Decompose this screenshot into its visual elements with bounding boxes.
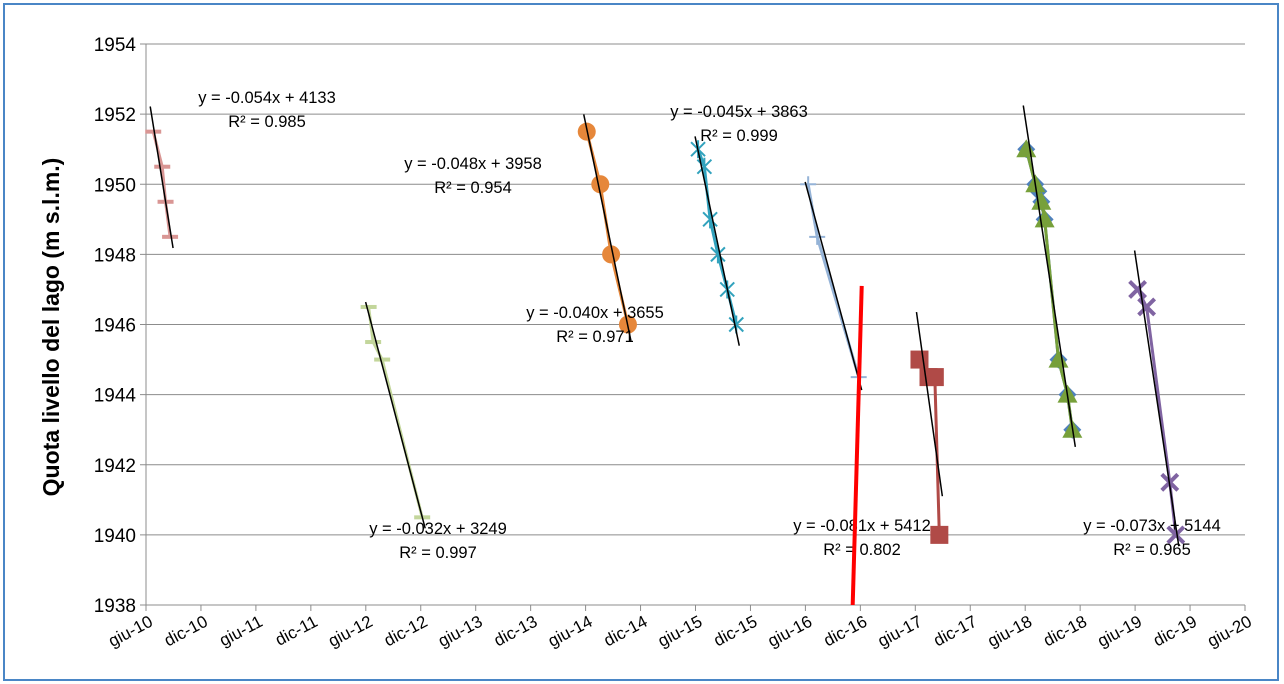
data-point xyxy=(800,176,817,193)
series-1: y = -0.032x + 3249 R² = 0.997 xyxy=(360,301,507,562)
chart: 1938 1940 1942 1944 1946 1948 1950 1952 1954 giu-… xyxy=(38,35,1255,651)
data-point xyxy=(1016,139,1037,158)
x-tick-label: dic-15 xyxy=(711,612,761,651)
trendline-r2-label: R² = 0.954 xyxy=(434,179,512,197)
trendline-r2-label: R² = 0.971 xyxy=(556,328,634,346)
series-5: y = -0.081x + 5412 R² = 0.802 xyxy=(793,311,949,559)
x-tick-label: giu-13 xyxy=(435,612,486,651)
x-tick-label: giu-19 xyxy=(1094,612,1145,651)
data-point xyxy=(162,234,179,239)
series-line xyxy=(1136,288,1178,536)
x-tick-label: dic-11 xyxy=(272,612,321,650)
data-point xyxy=(925,368,944,387)
series-8: y = -0.073x + 5144 R² = 0.965 xyxy=(1083,250,1221,559)
y-tick-label: 1944 xyxy=(94,386,137,407)
trendline-r2-label: R² = 0.997 xyxy=(399,544,477,562)
trendline xyxy=(364,301,426,529)
data-point xyxy=(591,175,610,194)
y-tick-label: 1950 xyxy=(94,175,136,196)
data-point xyxy=(930,525,949,544)
data-point xyxy=(1048,349,1069,368)
series-0: y = -0.054x + 4133 R² = 0.985 xyxy=(145,89,336,249)
trendline-equation-label: y = -0.048x + 3958 xyxy=(404,155,542,173)
y-tick-label: 1940 xyxy=(94,526,136,547)
trendline xyxy=(804,181,863,391)
series-layer: y = -0.054x + 4133 R² = 0.985 y = -0.032x … xyxy=(145,89,1221,562)
x-tick-label: giu-14 xyxy=(545,612,596,651)
trendline-r2-label: R² = 0.985 xyxy=(228,113,306,131)
data-point xyxy=(145,129,162,134)
data-point xyxy=(1034,209,1055,228)
x-tick-label: dic-18 xyxy=(1040,612,1090,651)
x-tick-label: giu-10 xyxy=(105,612,156,651)
x-tick-label: dic-13 xyxy=(491,612,541,651)
trendline-equation-label: y = -0.081x + 5412 xyxy=(793,517,931,535)
x-tick-label: giu-18 xyxy=(984,612,1035,651)
data-point xyxy=(696,157,713,176)
chart-frame: 1938 1940 1942 1944 1946 1948 1950 1952 1954 giu-… xyxy=(3,3,1279,681)
x-tick-label: dic-19 xyxy=(1150,612,1200,651)
trendline-r2-label: R² = 0.965 xyxy=(1113,541,1191,559)
trendline xyxy=(915,311,944,497)
trendline-equation-label: y = -0.040x + 3655 xyxy=(526,304,664,322)
x-tick-label: giu-11 xyxy=(216,612,266,650)
y-tick-label: 1946 xyxy=(94,316,136,337)
data-point xyxy=(154,164,171,169)
data-point xyxy=(365,340,382,345)
annotation-layer xyxy=(850,285,864,606)
data-point xyxy=(1137,297,1157,317)
x-tick-label: giu-17 xyxy=(875,612,926,651)
data-point xyxy=(1166,525,1186,545)
y-tick-label: 1942 xyxy=(94,456,136,477)
trendline xyxy=(149,106,174,249)
data-point xyxy=(809,228,826,245)
trendline-r2-label: R² = 0.999 xyxy=(700,127,778,145)
x-tick-label: giu-20 xyxy=(1204,612,1255,651)
trendline-equation-label: y = -0.032x + 3249 xyxy=(369,520,507,538)
x-tick-label: giu-15 xyxy=(655,612,706,651)
series-3: y = -0.040x + 3655 R² = 0.971 xyxy=(526,136,744,346)
x-tick-label: giu-16 xyxy=(765,612,816,651)
trendline xyxy=(1022,105,1077,448)
data-point xyxy=(374,357,391,362)
data-point xyxy=(602,245,621,264)
data-point xyxy=(1128,280,1148,299)
trendline-equation-label: y = -0.073x + 5144 xyxy=(1083,517,1221,535)
y-tick-label: 1938 xyxy=(94,596,136,617)
trendline-r2-label: R² = 0.802 xyxy=(823,541,901,559)
series-4: y = -0.045x + 3863 R² = 0.999 xyxy=(670,103,867,391)
x-tick-label: giu-12 xyxy=(325,612,376,651)
x-tick-label: dic-17 xyxy=(930,612,980,651)
data-point xyxy=(710,245,726,264)
data-point xyxy=(702,210,718,229)
trendline-equation-label: y = -0.045x + 3863 xyxy=(670,103,808,121)
data-point xyxy=(360,304,377,309)
x-tick-label: dic-12 xyxy=(381,612,431,651)
y-axis-title: Quota livello del lago (m s.l.m.) xyxy=(38,158,64,497)
trendline xyxy=(1133,250,1180,547)
trendline-equation-label: y = -0.054x + 4133 xyxy=(198,89,336,107)
grid-layer xyxy=(146,43,1245,606)
series-7 xyxy=(1016,105,1083,448)
red-marker-line xyxy=(850,285,864,606)
x-tick-label: dic-14 xyxy=(601,612,651,651)
x-tick-label: dic-10 xyxy=(161,612,211,651)
trendline xyxy=(583,114,632,342)
series-2: y = -0.048x + 3958 R² = 0.954 xyxy=(404,114,637,342)
trendline xyxy=(694,136,740,346)
y-tick-label: 1948 xyxy=(94,245,136,266)
y-tick-label: 1952 xyxy=(94,105,136,126)
data-point xyxy=(1031,191,1052,210)
x-tick-label: dic-16 xyxy=(820,612,870,651)
y-tick-label: 1954 xyxy=(94,35,137,56)
series-line xyxy=(806,183,861,378)
data-point xyxy=(910,350,929,369)
